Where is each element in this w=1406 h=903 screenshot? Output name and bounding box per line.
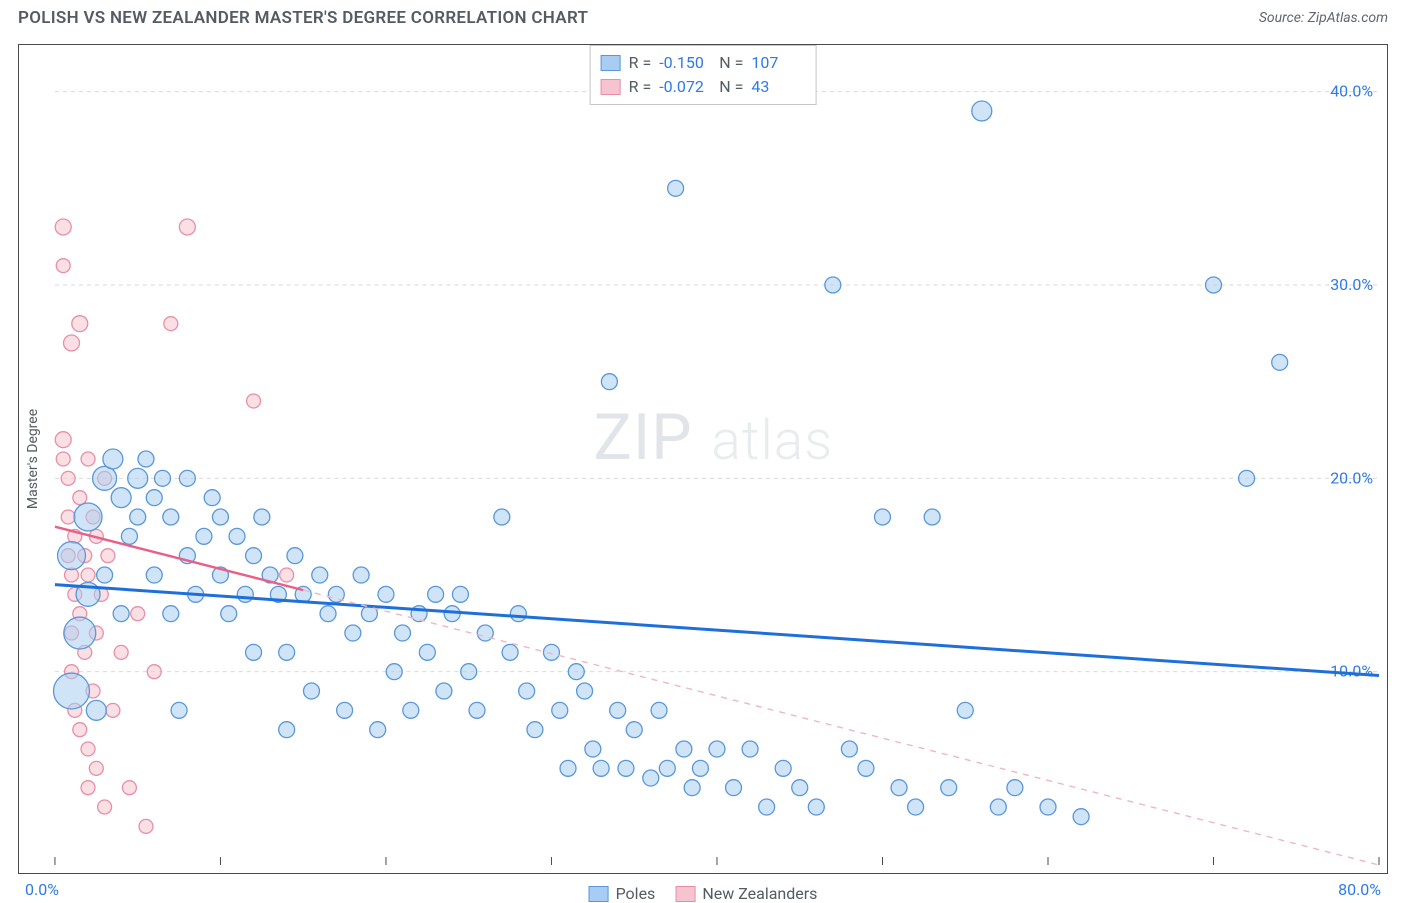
legend-item-poles: Poles [589, 884, 656, 903]
chart-area: 10.0%20.0%30.0%40.0%Master's DegreeZIPat… [18, 44, 1388, 874]
svg-text:30.0%: 30.0% [1330, 275, 1373, 294]
r-label: R = [629, 51, 652, 75]
n-value-poles: 107 [751, 51, 803, 75]
r-value-poles: -0.150 [659, 51, 711, 75]
svg-text:20.0%: 20.0% [1330, 468, 1373, 487]
swatch-nz [601, 79, 621, 95]
r-value-nz: -0.072 [659, 75, 711, 99]
n-label: N = [719, 51, 743, 75]
stats-row-poles: R = -0.150 N = 107 [601, 51, 804, 75]
legend-swatch-nz [675, 886, 695, 902]
source-credit: Source: ZipAtlas.com [1259, 10, 1388, 26]
n-label: N = [719, 75, 743, 99]
x-axis-start-label: 0.0% [25, 880, 59, 899]
n-value-nz: 43 [751, 75, 803, 99]
legend-label-nz: New Zealanders [702, 884, 817, 903]
legend-label-poles: Poles [616, 884, 656, 903]
scatter-plot-svg: 10.0%20.0%30.0%40.0%Master's DegreeZIPat… [19, 45, 1387, 873]
legend-swatch-poles [589, 886, 609, 902]
x-axis-end-label: 80.0% [1338, 880, 1381, 899]
svg-text:atlas: atlas [711, 409, 833, 473]
correlation-stats-box: R = -0.150 N = 107 R = -0.072 N = 43 [590, 45, 817, 105]
svg-text:Master's Degree: Master's Degree [25, 409, 41, 509]
bottom-legend: Poles New Zealanders [589, 884, 818, 903]
svg-text:40.0%: 40.0% [1330, 82, 1373, 101]
stats-row-nz: R = -0.072 N = 43 [601, 75, 804, 99]
chart-title: POLISH VS NEW ZEALANDER MASTER'S DEGREE … [18, 8, 588, 28]
legend-item-nz: New Zealanders [675, 884, 817, 903]
swatch-poles [601, 55, 621, 71]
svg-text:ZIP: ZIP [594, 400, 693, 475]
r-label: R = [629, 75, 652, 99]
